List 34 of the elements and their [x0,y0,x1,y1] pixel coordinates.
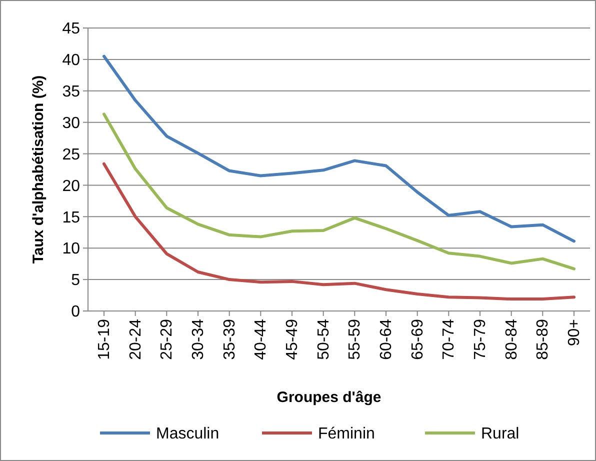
y-tick-label: 10 [62,240,80,258]
legend-label: Féminin [318,426,375,443]
x-tick-label: 30-34 [190,318,207,360]
x-tick-label: 80-84 [503,318,520,360]
line-series [102,112,576,270]
legend-label: Masculin [156,426,220,443]
x-axis-title: Groupes d'âge [276,389,382,406]
y-tick-label: 15 [62,209,80,226]
y-axis-title: Taux d'alphabétisation (%) [30,75,47,264]
y-tick-label: 40 [62,52,80,70]
x-tick-label: 50-54 [315,318,332,360]
y-tick-label: 45 [62,20,80,38]
x-tick-label: 75-79 [472,318,489,360]
x-tick-label: 90+ [566,319,583,346]
x-tick-label: 55-59 [346,318,364,360]
x-tick-label: 25-29 [158,318,176,360]
line-series [102,162,576,301]
x-tick-label: 45-49 [284,318,301,360]
x-tick-label: 15-19 [96,318,113,360]
x-tick-label: 65-69 [409,318,426,360]
x-tick-label: 40-44 [252,318,270,360]
y-tick-label: 25 [62,146,80,164]
y-tick-label: 20 [62,178,80,195]
y-tick-label: 5 [71,272,80,290]
x-tick-label: 20-24 [127,318,144,360]
y-tick-label: 30 [62,114,80,132]
x-tick-label: 60-64 [378,318,395,360]
x-tick-label: 70-74 [440,318,458,360]
x-tick-label: 85-89 [534,318,552,360]
line-series [102,54,576,243]
y-tick-label: 35 [62,83,80,100]
x-tick-label: 35-39 [221,318,238,360]
legend-label: Rural [481,426,520,443]
y-tick-label: 0 [71,304,80,321]
